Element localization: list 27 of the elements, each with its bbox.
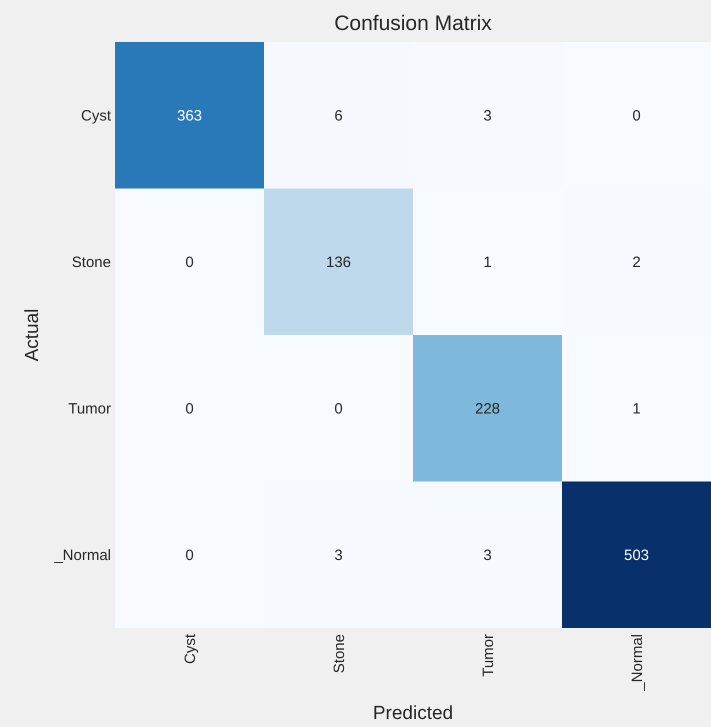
data-label: 503	[624, 547, 650, 564]
x-tick-label: Stone	[330, 634, 348, 674]
data-label: 3	[483, 108, 492, 124]
data-label: 136	[326, 254, 352, 271]
data-label: 0	[185, 547, 194, 564]
data-label: 0	[185, 400, 194, 418]
x-axis-title: Predicted	[372, 703, 454, 724]
y-tick-label: Tumor	[68, 400, 112, 418]
y-tick-label: Cyst	[81, 108, 112, 124]
data-label: 3	[334, 547, 343, 564]
x-tick-label: _Normal	[628, 634, 646, 692]
y-tick-label: Stone	[72, 254, 111, 271]
text: Confusion Matrix	[334, 12, 492, 35]
data-label: 0	[185, 254, 194, 271]
x-tick-label: Tumor	[480, 634, 497, 677]
data-label: 3	[483, 547, 492, 564]
x-tick-label: Cyst	[182, 633, 199, 664]
data-label: 1	[483, 254, 492, 271]
data-label: 1	[632, 400, 641, 418]
data-label: 6	[334, 108, 343, 124]
data-label: 2	[632, 254, 641, 271]
data-label: 0	[632, 108, 641, 124]
y-tick-label: _Normal	[53, 547, 111, 564]
data-label: 363	[176, 108, 202, 124]
data-label: 228	[474, 400, 500, 418]
data-label: 0	[334, 400, 343, 418]
y-axis-title: Actual	[22, 308, 43, 362]
